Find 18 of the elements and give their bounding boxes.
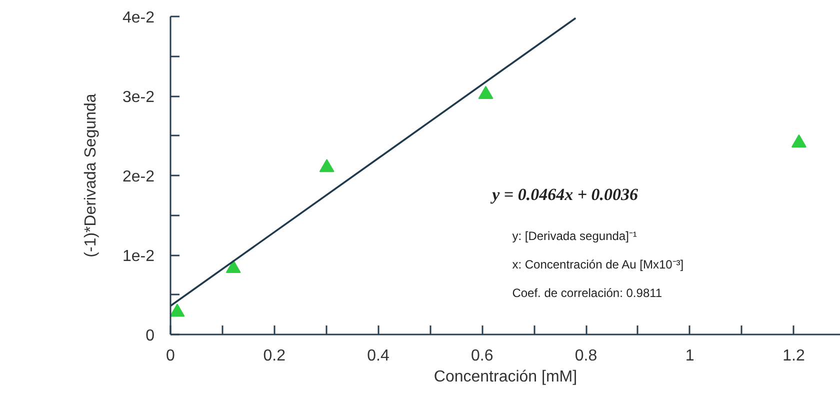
y-tick-label: 3e-2 <box>122 89 155 106</box>
y-tick-label: 4e-2 <box>122 10 155 26</box>
x-tick-label: 0.4 <box>367 348 390 364</box>
x-tick-label: 0.8 <box>574 348 598 364</box>
annotation: Coef. de correlación: 0.9811 <box>512 286 662 300</box>
y-tick-label: 0 <box>146 328 155 344</box>
x-tick-label: 0 <box>166 348 176 364</box>
x-axis-title: Concentración [mM] <box>434 368 578 386</box>
x-tick-label: 0.2 <box>263 348 286 364</box>
annotation: x: Concentración de Au [Mx10⁻³] <box>512 258 684 272</box>
y-tick-label: 1e-2 <box>122 248 155 265</box>
x-tick-label: 1 <box>685 348 694 364</box>
x-tick-label: 0.6 <box>471 348 494 364</box>
x-tick-label: 1.2 <box>782 348 805 364</box>
y-axis-title: (-1)*Derivada Segunda <box>82 94 100 258</box>
annotation: y: [Derivada segunda]⁻¹ <box>512 228 637 243</box>
y-tick-label: 2e-2 <box>122 168 155 186</box>
annotation: y = 0.0464x + 0.0036 <box>490 185 639 204</box>
